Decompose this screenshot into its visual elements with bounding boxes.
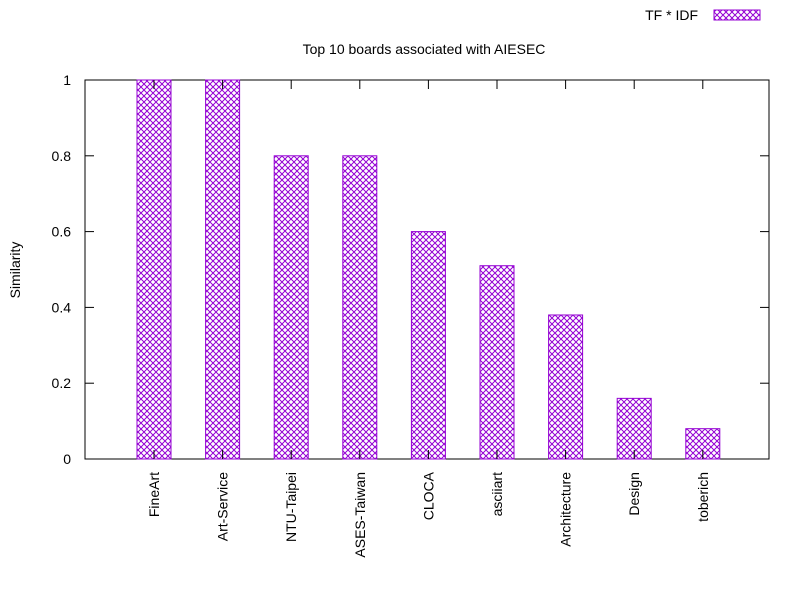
y-tick-label: 0.8: [52, 148, 72, 164]
y-tick-label: 0: [63, 451, 71, 467]
x-tick-label: NTU-Taipei: [283, 472, 299, 542]
x-axis-ticks: FineArt Art-Service NTU-Taipei ASES-Taiwan C…: [146, 80, 711, 558]
chart-title: Top 10 boards associated with AIESEC: [303, 41, 546, 57]
bar-architecture: [548, 314, 584, 460]
y-axis-ticks: 0 0.2 0.4 0.6 0.8 1: [52, 72, 769, 467]
y-tick-label: 1: [63, 72, 71, 88]
bar-cloca: [410, 231, 446, 460]
x-tick-label: Architecture: [558, 472, 574, 547]
y-axis-label: Similarity: [7, 242, 23, 299]
y-tick-label: 0.4: [52, 299, 72, 315]
legend: TF * IDF: [645, 7, 761, 23]
bar-asciiart: [479, 265, 515, 460]
bar-art-service: [205, 79, 241, 460]
x-tick-label: asciiart: [489, 472, 505, 516]
y-tick-label: 0.6: [52, 224, 72, 240]
x-tick-label: toberich: [695, 472, 711, 522]
bars: [136, 79, 721, 460]
bar-ntu-taipei: [273, 155, 309, 460]
bar-ases-taiwan: [342, 155, 378, 460]
bar-fineart: [136, 79, 172, 460]
x-tick-label: Art-Service: [215, 472, 231, 541]
x-tick-label: FineArt: [146, 472, 162, 517]
x-tick-label: Design: [626, 472, 642, 516]
x-tick-label: ASES-Taiwan: [352, 472, 368, 558]
bar-design: [616, 397, 652, 460]
legend-swatch: [713, 9, 761, 21]
y-tick-label: 0.2: [52, 375, 72, 391]
x-tick-label: CLOCA: [420, 471, 436, 520]
legend-label: TF * IDF: [645, 7, 698, 23]
